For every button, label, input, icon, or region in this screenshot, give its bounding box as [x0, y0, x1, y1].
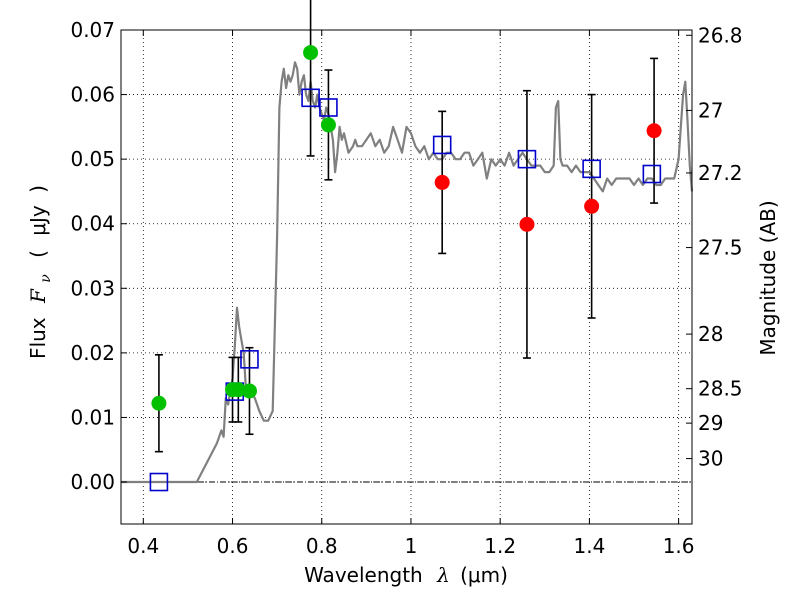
y2-tick-labels: 26.8 27 27.2 27.5 28 28.5 29 30	[698, 23, 743, 470]
y2-tick-label: 27.5	[698, 236, 743, 260]
model-flux-square	[582, 159, 601, 179]
ticks	[121, 29, 692, 524]
y-axis-label-paren-open: (	[26, 250, 50, 258]
y2-axis-label: Magnitude (AB)	[756, 200, 780, 355]
model-flux-square	[301, 88, 320, 108]
y-tick-label: 0.03	[70, 276, 115, 300]
green-point	[320, 117, 336, 133]
x-axis-label-symbol: λ	[436, 563, 450, 587]
x-tick-label: 0.6	[217, 534, 249, 558]
x-tick-label: 0.4	[127, 534, 159, 558]
green-point	[241, 383, 257, 399]
red-detections	[434, 123, 662, 232]
y2-tick-label: 28	[698, 322, 723, 346]
y-tick-labels: 0.00 0.01 0.02 0.03 0.04 0.05 0.06 0.07	[70, 18, 115, 494]
y2-tick-label: 29	[698, 411, 723, 435]
x-tick-label: 0.8	[306, 534, 338, 558]
model-flux-square	[432, 135, 452, 155]
y-axis-label: Flux F ν ( μJy )	[26, 185, 55, 359]
x-axis-label: Wavelength λ (μm)	[304, 563, 508, 587]
y-tick-label: 0.05	[70, 147, 115, 171]
model-flux-square	[517, 149, 537, 169]
green-point	[151, 395, 167, 411]
y-axis-label-text: Flux	[26, 317, 50, 359]
y-tick-label: 0.06	[70, 83, 115, 107]
model-flux-square	[319, 98, 338, 117]
y-axis-label-symbol: F	[26, 288, 50, 304]
model-fluxes	[149, 88, 662, 492]
y-tick-label: 0.01	[70, 405, 115, 429]
y-tick-label: 0.07	[70, 18, 115, 42]
x-axis-label-text: Wavelength	[304, 563, 423, 587]
red-point	[584, 198, 600, 214]
red-point	[646, 123, 662, 139]
model-flux-square	[149, 472, 169, 492]
model-flux-square	[642, 164, 662, 184]
red-point	[434, 174, 450, 190]
y2-tick-label: 30	[698, 447, 723, 471]
y-axis-label-unit: μJy	[26, 205, 50, 236]
x-tick-label: 1	[405, 534, 418, 558]
y-axis-label-subscript: ν	[38, 274, 54, 283]
green-point	[230, 382, 246, 398]
y-axis-label-paren-close: )	[26, 185, 50, 193]
x-tick-label: 1.4	[573, 534, 605, 558]
y2-tick-label: 27	[698, 98, 723, 122]
red-point	[519, 216, 535, 232]
y2-tick-label: 28.5	[698, 377, 743, 401]
x-axis-label-unit: (μm)	[460, 563, 508, 587]
y-tick-label: 0.00	[70, 470, 115, 494]
x-tick-label: 1.2	[484, 534, 516, 558]
y2-tick-label: 27.2	[698, 161, 743, 185]
x-tick-labels: 0.4 0.6 0.8 1 1.2 1.4 1.6	[127, 534, 694, 558]
green-point	[303, 45, 319, 61]
y2-tick-label: 26.8	[698, 23, 743, 47]
green-detections	[151, 45, 336, 411]
model-spectrum-line	[121, 61, 694, 484]
model-flux-square	[240, 350, 259, 369]
plot-frame	[120, 29, 693, 525]
y-tick-label: 0.04	[70, 212, 115, 236]
x-tick-label: 1.6	[663, 534, 695, 558]
y-tick-label: 0.02	[70, 341, 115, 365]
